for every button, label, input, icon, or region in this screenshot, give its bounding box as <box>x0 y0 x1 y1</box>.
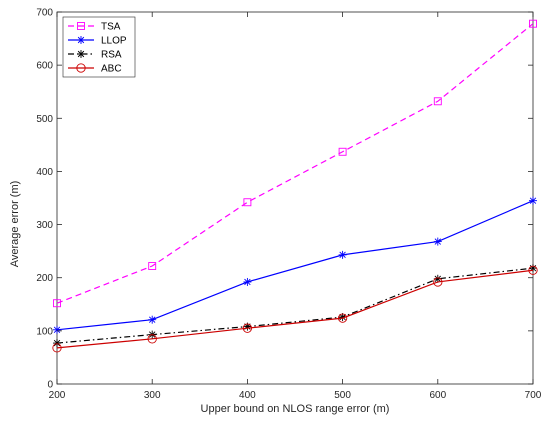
marker-stroke <box>339 251 346 259</box>
marker-stroke <box>434 238 441 245</box>
marker-stroke <box>53 326 61 333</box>
legend-marker-abc <box>76 63 86 73</box>
legend-box <box>62 16 136 78</box>
legend-marker-tsa <box>77 22 85 30</box>
legend-label-llop: LLOP <box>101 36 127 47</box>
legend-item-llop: LLOP <box>68 36 127 47</box>
marker-stroke <box>339 313 346 321</box>
series-line-tsa <box>56 23 534 304</box>
marker-stroke <box>77 50 85 58</box>
x-axis-label: Upper bound on NLOS range error (m) <box>201 403 390 415</box>
data-point-tsa <box>433 97 442 106</box>
series-line-abc <box>56 269 534 349</box>
legend: TSA LLOP RSA ABC <box>62 16 136 78</box>
marker-stroke <box>53 339 61 347</box>
legend-label-rsa: RSA <box>101 50 122 61</box>
marker-stroke <box>149 316 156 323</box>
marker-stroke <box>434 275 441 282</box>
data-point-tsa <box>338 147 347 156</box>
ticks-layer: 200 300 400 500 600 700 0 100 200 300 400 500 600 700 <box>36 8 541 402</box>
marker-stroke <box>77 36 85 44</box>
data-point-abc <box>242 323 253 333</box>
data-point-rsa <box>53 339 61 348</box>
x-tick-label: 500 <box>334 390 351 401</box>
data-point-abc <box>433 277 443 287</box>
legend-item-abc: ABC <box>68 63 122 75</box>
y-tick-label: 700 <box>36 8 53 19</box>
legend-item-rsa: RSA <box>68 50 122 61</box>
data-point-llop <box>243 277 252 286</box>
x-tick-label: 300 <box>144 390 161 401</box>
data-point-abc <box>528 265 538 275</box>
marker-stroke <box>244 278 251 286</box>
data-point-tsa <box>53 299 61 308</box>
data-point-abc <box>147 334 157 344</box>
series-layer <box>52 19 538 353</box>
series-llop <box>53 196 537 334</box>
legend-label-abc: ABC <box>101 64 122 75</box>
x-tick-label: 200 <box>49 390 66 401</box>
legend-marker-llop <box>77 36 85 44</box>
y-tick-label: 200 <box>36 273 53 284</box>
y-tick-label: 300 <box>36 220 53 231</box>
data-point-llop <box>338 250 347 259</box>
data-point-tsa <box>529 19 537 28</box>
y-tick-label: 600 <box>36 61 53 72</box>
data-point-llop <box>529 196 537 205</box>
y-axis-label: Average error (m) <box>9 181 21 268</box>
y-tick-label: 0 <box>47 380 53 391</box>
legend-item-tsa: TSA <box>68 22 121 33</box>
y-tick-label: 500 <box>36 114 53 125</box>
data-point-llop <box>148 315 157 324</box>
data-point-tsa <box>148 262 157 270</box>
data-point-llop <box>53 325 61 334</box>
series-line-rsa <box>56 267 534 344</box>
marker-stroke <box>529 197 537 204</box>
data-point-tsa <box>243 198 252 207</box>
series-line-llop <box>56 200 534 331</box>
data-point-llop <box>433 237 442 246</box>
data-point-abc <box>52 343 62 353</box>
x-tick-label: 600 <box>429 390 446 401</box>
series-tsa <box>53 19 537 308</box>
legend-marker-rsa <box>77 50 85 58</box>
y-tick-label: 400 <box>36 167 53 178</box>
y-tick-label: 100 <box>36 326 53 337</box>
legend-label-tsa: TSA <box>101 22 121 33</box>
x-tick-label: 700 <box>525 390 542 401</box>
data-point-abc <box>337 313 348 323</box>
series-abc <box>52 265 538 353</box>
x-tick-label: 400 <box>239 390 256 401</box>
